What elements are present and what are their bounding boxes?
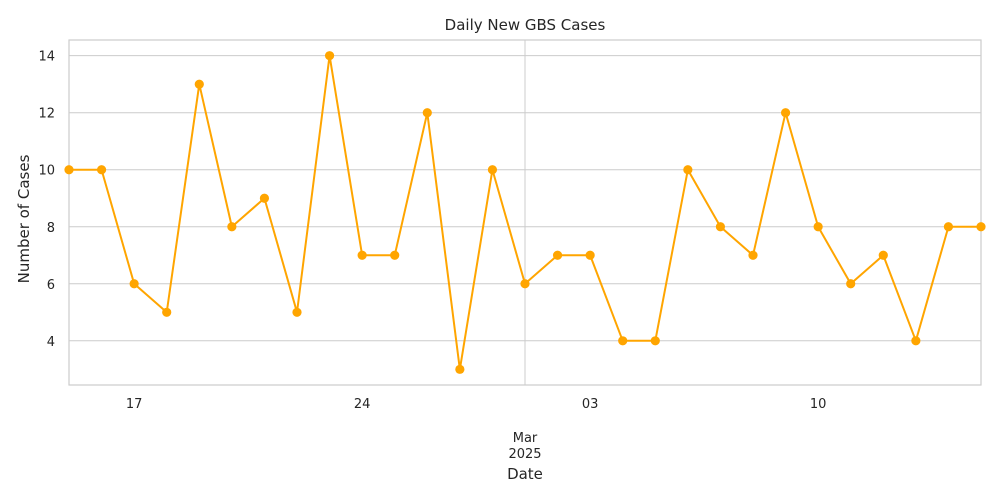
axes-spines: [68, 39, 982, 386]
data-point: [129, 279, 139, 289]
data-point: [194, 79, 204, 89]
y-tick-label: 6: [47, 278, 55, 293]
data-point: [552, 250, 563, 260]
y-tick-label: 14: [38, 50, 55, 65]
x-major-tick-sublabel: 2025: [508, 447, 541, 462]
data-point: [162, 307, 172, 317]
data-point: [357, 250, 367, 260]
chart-title: Daily New GBS Cases: [445, 16, 606, 34]
axes-frame: [68, 39, 982, 386]
y-tick-label: 12: [38, 107, 55, 122]
y-tick-label: 10: [38, 164, 55, 179]
data-point: [292, 307, 302, 317]
y-tick-label: 8: [47, 221, 55, 236]
data-point: [878, 250, 888, 260]
data-point: [259, 193, 270, 203]
data-point: [813, 222, 823, 232]
x-axis-label: Date: [507, 465, 543, 483]
x-tick-label: 03: [582, 397, 599, 412]
x-tick-label: 17: [126, 397, 143, 412]
data-point: [943, 222, 954, 232]
data-point: [520, 279, 530, 289]
data-point: [683, 165, 693, 175]
data-point: [715, 222, 726, 232]
data-point: [487, 165, 498, 175]
data-point: [650, 336, 660, 346]
data-point: [422, 108, 432, 118]
data-point: [324, 51, 335, 61]
data-point: [846, 279, 856, 289]
x-major-tick-label: Mar: [513, 431, 538, 446]
x-tick-label: 10: [810, 397, 827, 412]
data-point: [585, 250, 595, 260]
data-point: [64, 165, 74, 175]
y-tick-label: 4: [47, 335, 55, 350]
data-point: [227, 222, 237, 232]
y-axis-label: Number of Cases: [15, 154, 33, 283]
data-point: [976, 222, 986, 232]
data-point: [911, 336, 921, 346]
data-point: [780, 108, 791, 118]
data-point: [390, 250, 400, 260]
series-layer: [64, 51, 986, 374]
x-tick-label: 24: [354, 397, 371, 412]
data-point: [618, 336, 628, 346]
data-point: [455, 364, 465, 374]
data-point: [748, 250, 758, 260]
data-point: [96, 165, 107, 175]
grid-lines: [69, 40, 981, 385]
